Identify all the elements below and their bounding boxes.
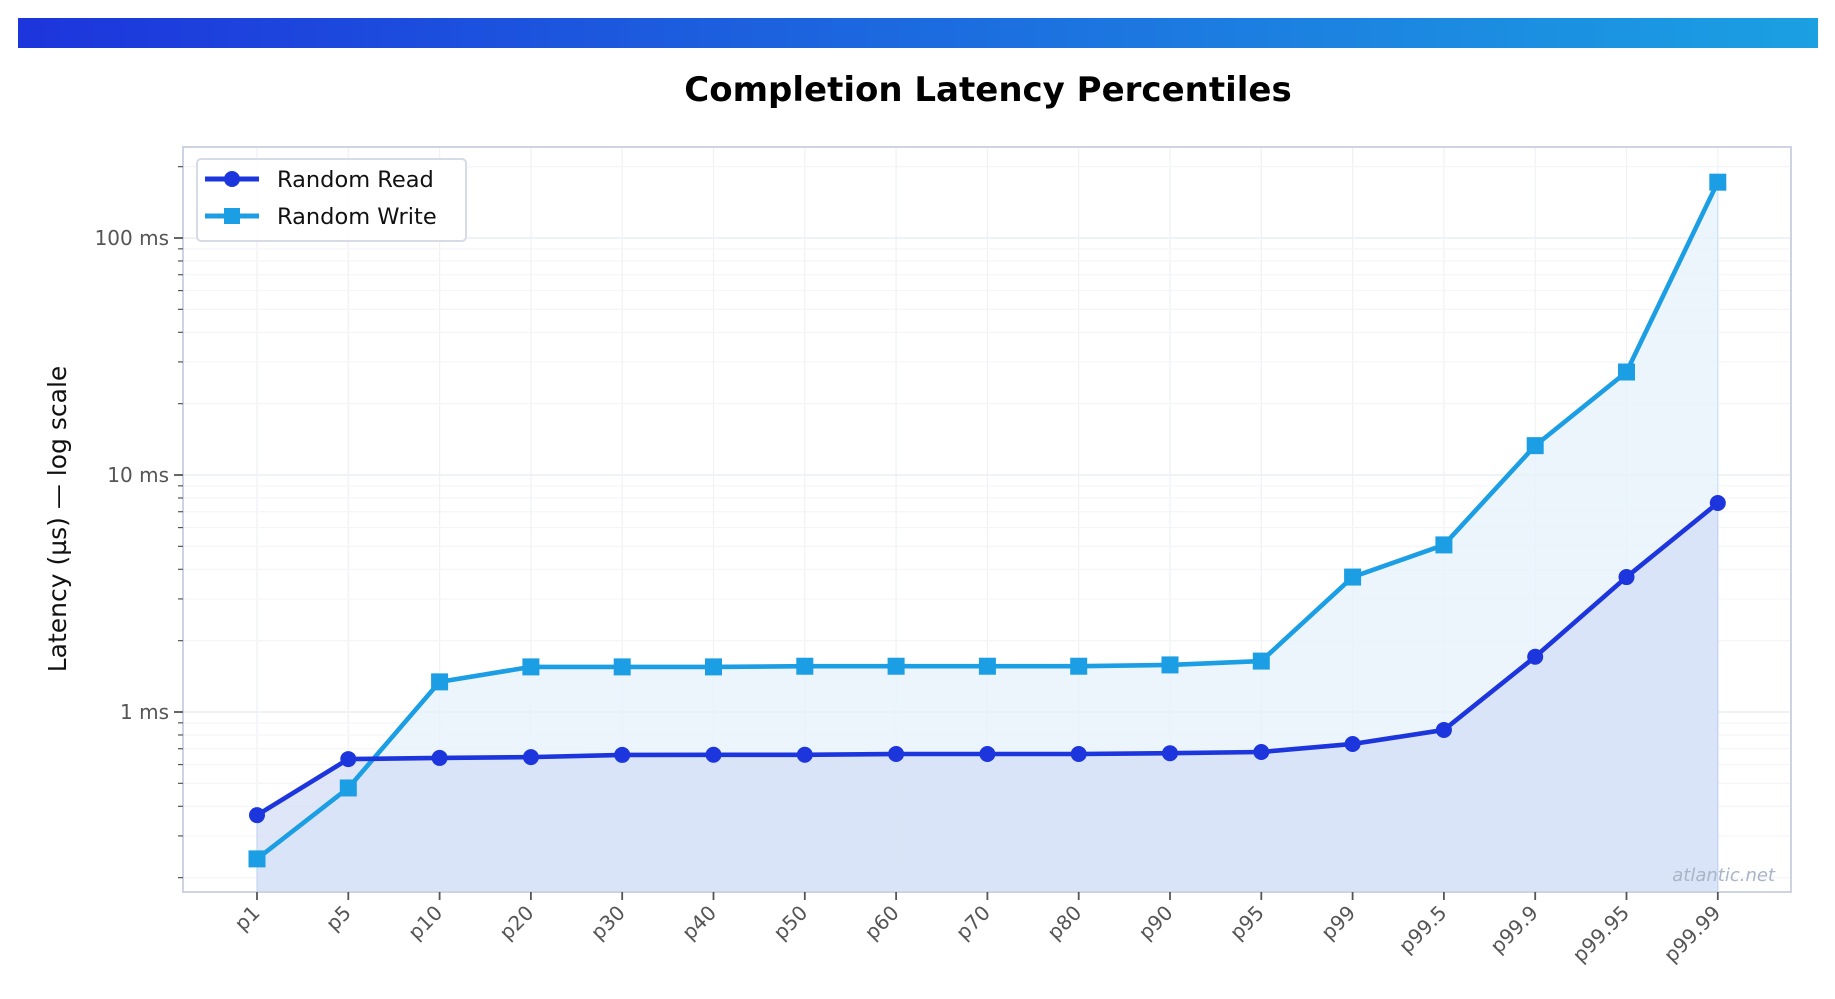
x-axis: p1 p5 p10 p20 p30 p40 p50 p60 p70 p80 p90 p95 p99 p99… xyxy=(230,892,1725,967)
data-point-read[interactable] xyxy=(614,746,631,763)
data-point-read[interactable] xyxy=(1435,721,1452,738)
x-tick-label: p5 xyxy=(321,901,356,936)
y-axis: 1 ms 10 ms 100 ms xyxy=(95,166,183,879)
watermark: atlantic.net xyxy=(1672,865,1776,886)
data-point-read[interactable] xyxy=(1344,735,1361,752)
data-point-write[interactable] xyxy=(705,658,722,676)
data-point-write[interactable] xyxy=(613,658,631,676)
y-axis-label: Latency (µs) — log scale xyxy=(43,366,72,673)
data-point-read[interactable] xyxy=(796,746,813,763)
legend-label: Random Read xyxy=(277,167,434,193)
data-point-read[interactable] xyxy=(1618,569,1635,586)
data-point-write[interactable] xyxy=(1252,652,1270,670)
data-point-read[interactable] xyxy=(1162,745,1178,762)
x-tick-label: p50 xyxy=(768,901,812,945)
y-tick-label: 1 ms xyxy=(120,700,169,724)
x-tick-label: p60 xyxy=(860,901,904,945)
chart-title: Completion Latency Percentiles xyxy=(684,70,1291,110)
data-point-write[interactable] xyxy=(1709,173,1727,191)
legend-item-random-write[interactable]: Random Write xyxy=(205,204,437,230)
data-point-write[interactable] xyxy=(1344,568,1362,586)
data-point-write[interactable] xyxy=(1070,657,1088,675)
data-point-write[interactable] xyxy=(1526,437,1544,455)
data-point-read[interactable] xyxy=(340,751,357,768)
data-point-read[interactable] xyxy=(705,746,722,763)
legend-label: Random Write xyxy=(277,204,437,230)
header-banner xyxy=(18,18,1818,48)
data-point-read[interactable] xyxy=(249,807,265,824)
data-point-read[interactable] xyxy=(888,745,905,762)
x-tick-label: p95 xyxy=(1225,901,1269,945)
y-tick-label: 100 ms xyxy=(95,226,169,250)
data-point-write[interactable] xyxy=(1435,536,1453,554)
x-tick-label: p90 xyxy=(1134,901,1178,945)
x-tick-label: p30 xyxy=(586,901,630,945)
data-point-write[interactable] xyxy=(1618,363,1635,381)
data-point-read[interactable] xyxy=(431,749,448,766)
x-tick-label: p10 xyxy=(403,901,447,945)
x-tick-label: p99.95 xyxy=(1568,901,1634,967)
data-point-write[interactable] xyxy=(522,658,540,676)
data-point-write[interactable] xyxy=(431,673,449,691)
series-markers xyxy=(248,173,1727,868)
data-point-read[interactable] xyxy=(1527,648,1544,665)
legend: Random Read Random Write xyxy=(196,158,467,242)
data-point-read[interactable] xyxy=(1253,743,1270,760)
x-tick-label: p99 xyxy=(1316,901,1360,945)
data-point-write[interactable] xyxy=(1161,656,1179,674)
x-tick-label: p99.99 xyxy=(1659,901,1725,967)
legend-marker-circle-icon xyxy=(224,171,240,187)
data-point-write[interactable] xyxy=(339,779,357,797)
y-tick-label: 10 ms xyxy=(107,463,169,487)
legend-item-random-read[interactable]: Random Read xyxy=(205,167,434,193)
data-point-read[interactable] xyxy=(1709,494,1726,511)
x-tick-label: p1 xyxy=(230,901,265,936)
data-point-write[interactable] xyxy=(887,657,905,675)
data-point-write[interactable] xyxy=(248,850,266,868)
banner-bar xyxy=(18,18,1818,48)
x-tick-label: p99.9 xyxy=(1485,901,1542,958)
data-point-write[interactable] xyxy=(796,657,814,675)
x-tick-label: p99.5 xyxy=(1394,901,1451,958)
x-tick-label: p20 xyxy=(494,901,538,945)
data-point-read[interactable] xyxy=(979,745,996,762)
legend-marker-square-icon xyxy=(224,208,240,224)
data-point-write[interactable] xyxy=(978,657,996,675)
legend-box xyxy=(196,158,467,242)
data-point-read[interactable] xyxy=(1070,745,1087,762)
x-tick-label: p40 xyxy=(677,901,721,945)
x-tick-label: p80 xyxy=(1042,901,1086,945)
data-point-read[interactable] xyxy=(522,749,539,766)
x-tick-label: p70 xyxy=(951,901,995,945)
